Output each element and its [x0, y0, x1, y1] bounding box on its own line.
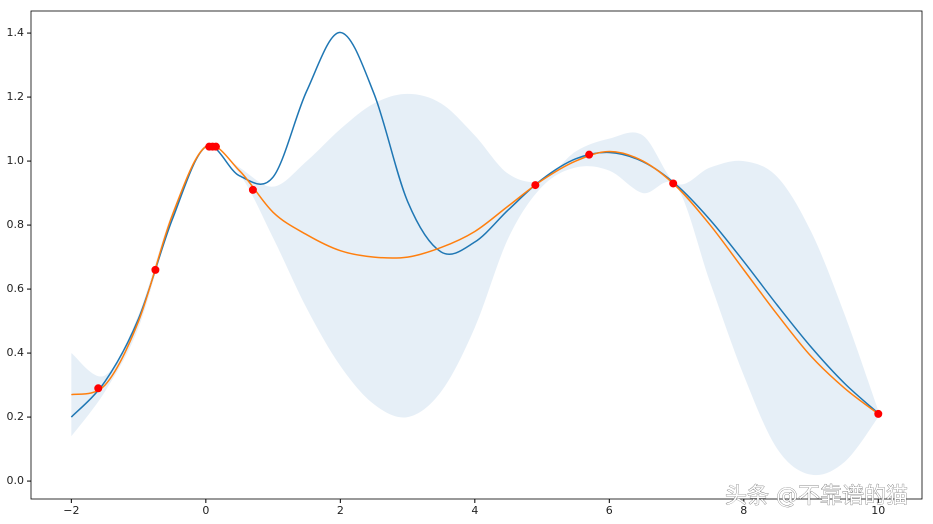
- series-line: [71, 144, 879, 415]
- watermark: 头条 @不靠谱的猫: [725, 484, 908, 509]
- observation-point: [151, 265, 160, 274]
- y-tick-label: 1.2: [7, 90, 25, 103]
- y-tick-label: 0.8: [7, 218, 25, 231]
- x-tick-label: 6: [606, 504, 613, 517]
- x-tick-label: 10: [871, 504, 885, 517]
- y-tick-label: 1.4: [7, 26, 25, 39]
- observation-point: [211, 142, 220, 151]
- plot-frame: [30, 10, 923, 500]
- x-tick-label: 0: [202, 504, 209, 517]
- observation-point: [94, 384, 103, 393]
- confidence-band: [71, 93, 879, 476]
- x-tick-label: −2: [63, 504, 79, 517]
- y-tick-label: 0.4: [7, 346, 25, 359]
- y-tick-label: 1.0: [7, 154, 25, 167]
- observation-point: [248, 185, 257, 194]
- y-tick-label: 0.0: [7, 474, 25, 487]
- x-tick-label: 4: [471, 504, 478, 517]
- observation-point: [585, 150, 594, 159]
- x-tick-label: 2: [337, 504, 344, 517]
- observation-point: [669, 179, 678, 188]
- y-tick-label: 0.6: [7, 282, 25, 295]
- y-tick-label: 0.2: [7, 410, 25, 423]
- observation-point: [531, 181, 540, 190]
- observation-point: [874, 409, 883, 418]
- x-tick-label: 8: [740, 504, 747, 517]
